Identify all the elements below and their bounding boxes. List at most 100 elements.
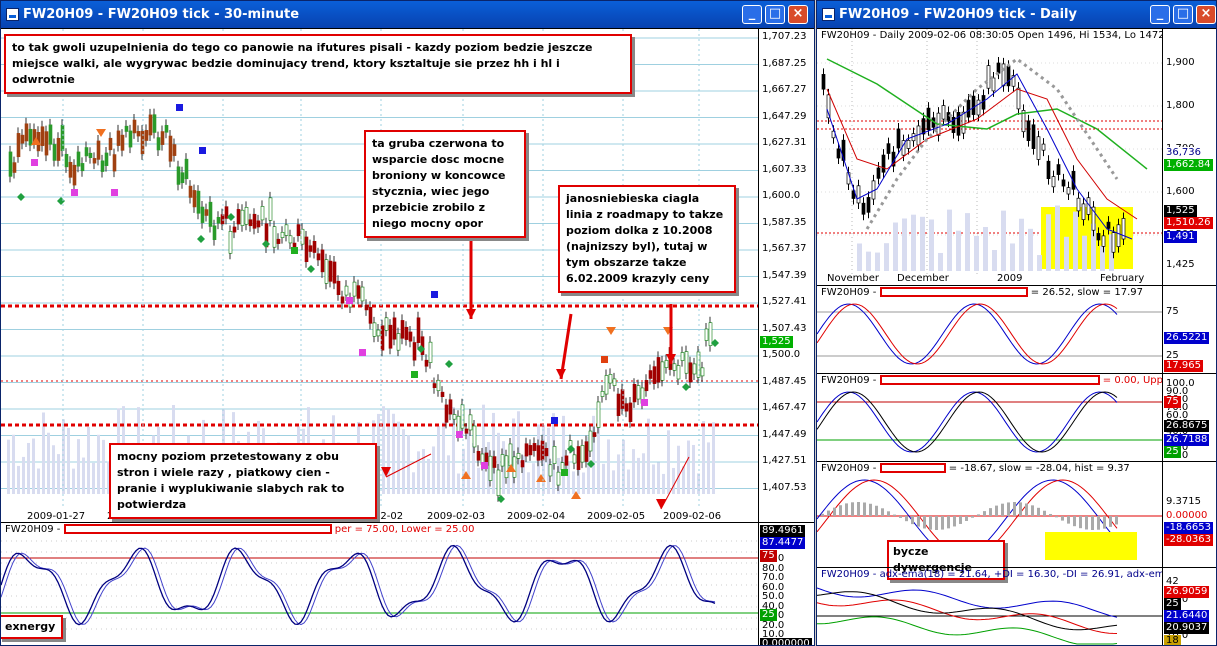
daily-price-axis: 1,9001,8001,7001,6001,50036,7361,662.841… [1162, 29, 1216, 285]
candle-body [692, 363, 697, 375]
volume-bar [7, 439, 10, 494]
axis-tick: 1,500.0 [762, 349, 801, 360]
candle-body [112, 154, 117, 172]
candle-body [436, 379, 441, 392]
candle-body [866, 197, 871, 213]
histogram-bar [827, 510, 830, 516]
macd-pane[interactable]: FW20H09 - = -18.67, slow = -28.04, hist … [817, 461, 1216, 580]
maximize-icon[interactable]: □ [765, 5, 785, 24]
close-icon[interactable]: × [1196, 5, 1216, 24]
volume-bar [482, 404, 485, 494]
title-bar-daily[interactable]: FW20H09 - FW20H09 tick - Daily _ □ × [817, 1, 1216, 28]
volume-bar [687, 440, 690, 494]
volume-bar [692, 444, 695, 494]
candle-body [708, 322, 713, 346]
candle-body [680, 352, 685, 361]
annotation-arrow [559, 313, 573, 380]
price-pane[interactable]: 2009-01-272009-01-282009-01-292009-01-30… [1, 28, 814, 522]
candle-body [84, 147, 89, 157]
stoch-pane[interactable]: FW20H09 - = 26.52, slow = 17.97 75 25 26.5… [817, 285, 1216, 373]
stoch-canvas[interactable] [817, 286, 1162, 374]
month-label: December [897, 273, 950, 284]
candle-body [412, 342, 417, 361]
minimize-icon[interactable]: _ [1150, 5, 1170, 24]
histogram-bar [1025, 503, 1028, 516]
candle-body [336, 280, 341, 296]
value-tag: 17.965 [1164, 360, 1203, 372]
axis-tick: 1,527.41 [762, 296, 807, 307]
title-bar[interactable]: FW20H09 - FW20H09 tick - 30-minute _ □ × [1, 1, 814, 28]
volume-bar [462, 448, 465, 494]
exnergy-label: exnergy [1, 615, 63, 639]
histogram-bar [977, 514, 980, 516]
maximize-icon[interactable]: □ [1173, 5, 1193, 24]
histogram-bar [971, 516, 974, 518]
adx-pane[interactable]: FW20H09 - adx-ema(18) = 21.64, +DI = 16.… [817, 567, 1216, 646]
candle-body [576, 446, 581, 470]
adx-line [817, 587, 1118, 618]
minimize-icon[interactable]: _ [742, 5, 762, 24]
candle-body [946, 112, 951, 122]
value-tag: 75 [1164, 396, 1181, 408]
candle-body [132, 119, 137, 134]
candle-body [652, 366, 657, 384]
axis-tick: 1,407.53 [762, 481, 807, 493]
candle-body [404, 326, 409, 340]
axis-tick: 25 [1166, 350, 1179, 361]
candle-body [268, 197, 273, 221]
volume-bar [642, 453, 645, 494]
candle-body [664, 360, 669, 368]
volume-bar [47, 432, 50, 494]
histogram-bar [887, 511, 890, 516]
stoch2-pane[interactable]: FW20H09 - = 0.00, Uppe 100.090.080.070.0… [817, 373, 1216, 461]
histogram-bar [881, 508, 884, 516]
candle-body [836, 148, 841, 159]
value-tag: 26.5221 [1164, 332, 1210, 344]
signal-marker [199, 147, 206, 154]
value-tag: -28.0363 [1164, 534, 1213, 546]
macd-canvas[interactable] [817, 462, 1162, 568]
volume-bar [577, 468, 580, 494]
volume-bar [417, 451, 420, 494]
chart-window-daily[interactable]: FW20H09 - FW20H09 tick - Daily _ □ × Nov… [816, 0, 1217, 646]
volume-bar [627, 469, 630, 494]
chart-window-30min[interactable]: FW20H09 - FW20H09 tick - 30-minute _ □ ×… [0, 0, 815, 646]
redacted-box [63, 524, 332, 534]
candle-body [896, 128, 901, 149]
stoch2-canvas[interactable] [817, 374, 1162, 462]
candle-body [152, 114, 157, 133]
axis-tick: 1,687.25 [762, 57, 807, 69]
candle-body [1021, 110, 1026, 133]
volume-bar [472, 443, 475, 494]
oscillator-pane[interactable]: FW20H09 - per = 75.00, Lower = 25.00 90.… [1, 522, 814, 646]
candle-body [188, 185, 193, 198]
candle-body [548, 464, 553, 477]
candle-body [556, 471, 561, 486]
axis-tick: 1,600 [1166, 186, 1195, 197]
daily-price-canvas[interactable]: November December 2009 February [817, 29, 1162, 286]
daily-price-pane[interactable]: November December 2009 February FW20H09 - D… [817, 28, 1216, 285]
volume-bar [893, 222, 898, 271]
axis-tick: 70.0 [762, 572, 785, 583]
close-icon[interactable]: × [788, 5, 808, 24]
volume-bar [866, 251, 871, 271]
stoch-axis: 75 25 26.5221 17.965 [1162, 286, 1216, 373]
candle-body [468, 414, 473, 431]
oscillator-line [1, 544, 716, 626]
candle-body [196, 190, 201, 214]
candle-body [360, 286, 365, 302]
oscillator-axis: 90.080.070.060.050.040.030.020.010.089.4… [758, 523, 814, 645]
histogram-bar [1091, 516, 1094, 530]
candle-body [956, 112, 961, 136]
adx-canvas[interactable] [817, 568, 1162, 646]
price-chart-canvas[interactable]: 2009-01-272009-01-282009-01-292009-01-30… [1, 29, 758, 523]
candle-body [284, 224, 289, 236]
candle-body [608, 374, 613, 384]
volume-bar [1100, 245, 1105, 271]
candle-body [280, 231, 285, 238]
oscillator-canvas[interactable] [1, 523, 758, 646]
volume-bar [497, 432, 500, 494]
candle-body [628, 402, 633, 422]
candle-body [248, 219, 253, 227]
volume-bar [27, 442, 30, 494]
